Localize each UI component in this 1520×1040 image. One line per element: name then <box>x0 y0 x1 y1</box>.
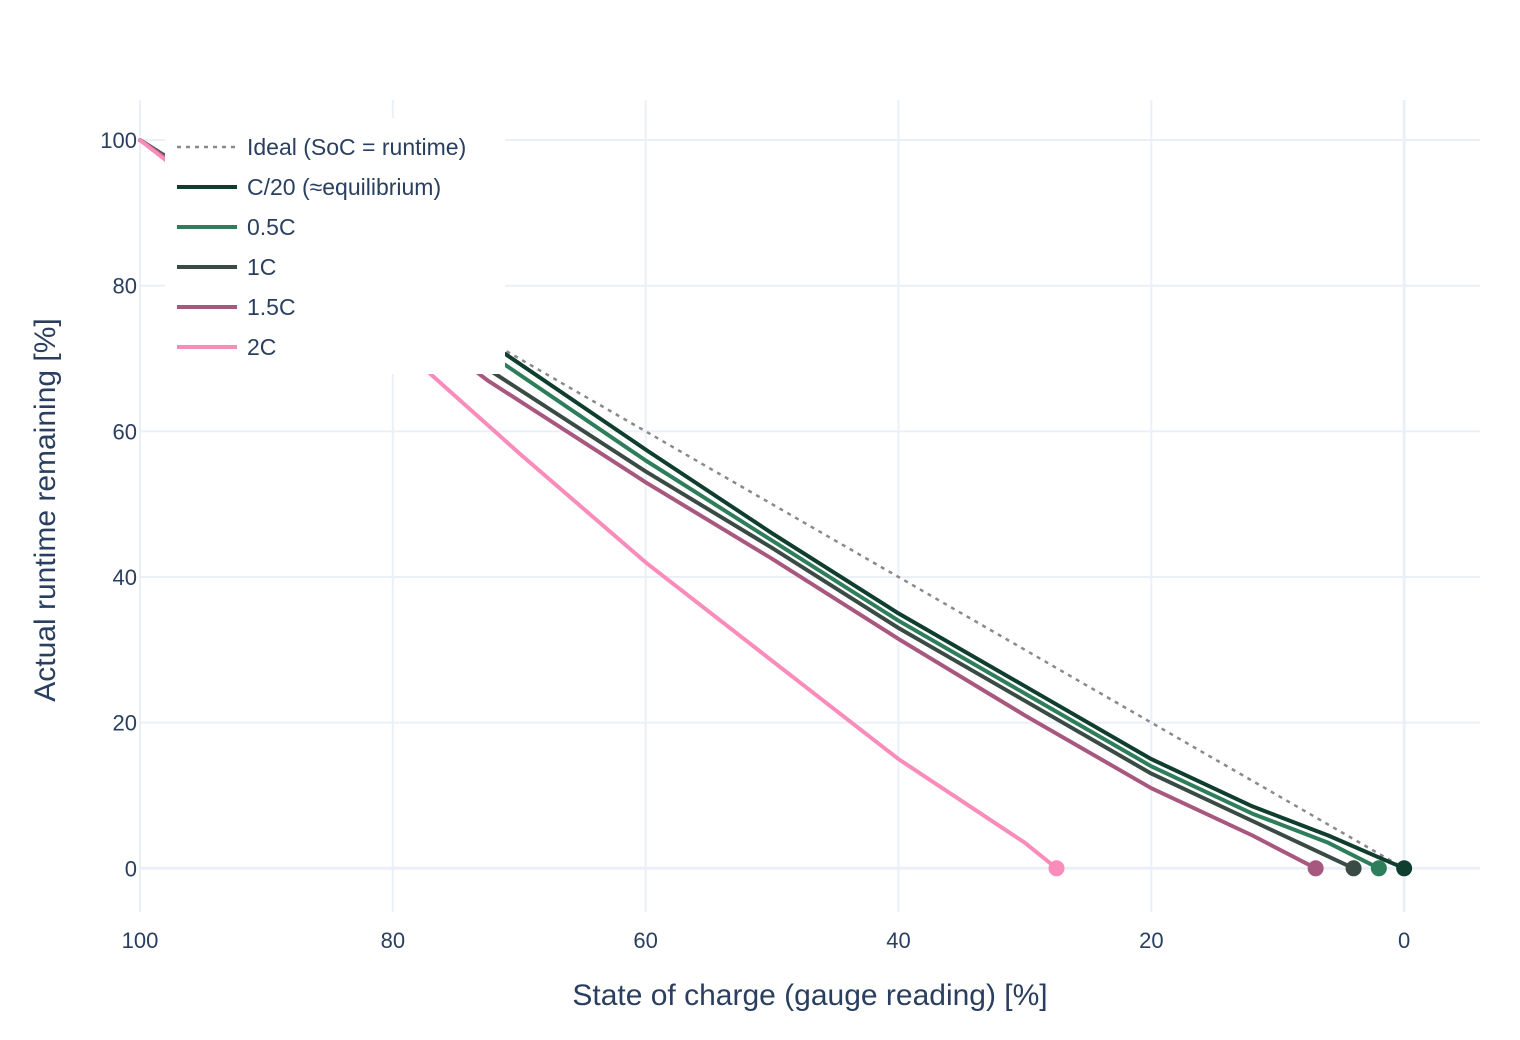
x-tick-label: 60 <box>633 928 657 953</box>
end-marker-5 <box>1048 860 1065 877</box>
legend-label-4: 1.5C <box>247 294 296 320</box>
legend-label-0: Ideal (SoC = runtime) <box>247 134 466 160</box>
y-tick-label: 100 <box>100 128 137 153</box>
y-tick-label: 60 <box>113 419 137 444</box>
y-tick-label: 80 <box>113 274 137 299</box>
legend: Ideal (SoC = runtime) C/20 (≈equilibrium)… <box>165 118 505 374</box>
x-tick-label: 80 <box>381 928 405 953</box>
legend-label-1: C/20 (≈equilibrium) <box>247 174 441 200</box>
end-marker-3 <box>1345 860 1362 877</box>
legend-label-5: 2C <box>247 334 276 360</box>
tick-labels: 100 80 60 40 20 0 0 20 40 60 80 100 <box>100 128 1410 953</box>
legend-background <box>165 118 505 374</box>
y-axis-title: Actual runtime remaining [%] <box>29 318 62 702</box>
end-marker-2 <box>1370 860 1387 877</box>
y-tick-label: 40 <box>113 565 137 590</box>
end-marker-4 <box>1307 860 1324 877</box>
series-lines <box>138 138 1413 877</box>
y-tick-label: 20 <box>113 711 137 736</box>
legend-label-3: 1C <box>247 254 276 280</box>
x-tick-label: 20 <box>1139 928 1163 953</box>
x-tick-label: 40 <box>886 928 910 953</box>
x-tick-label: 0 <box>1398 928 1410 953</box>
legend-label-2: 0.5C <box>247 214 296 240</box>
x-tick-label: 100 <box>122 928 159 953</box>
end-marker-1 <box>1396 860 1413 877</box>
x-axis-title: State of charge (gauge reading) [%] <box>572 979 1047 1012</box>
y-tick-label: 0 <box>125 856 137 881</box>
